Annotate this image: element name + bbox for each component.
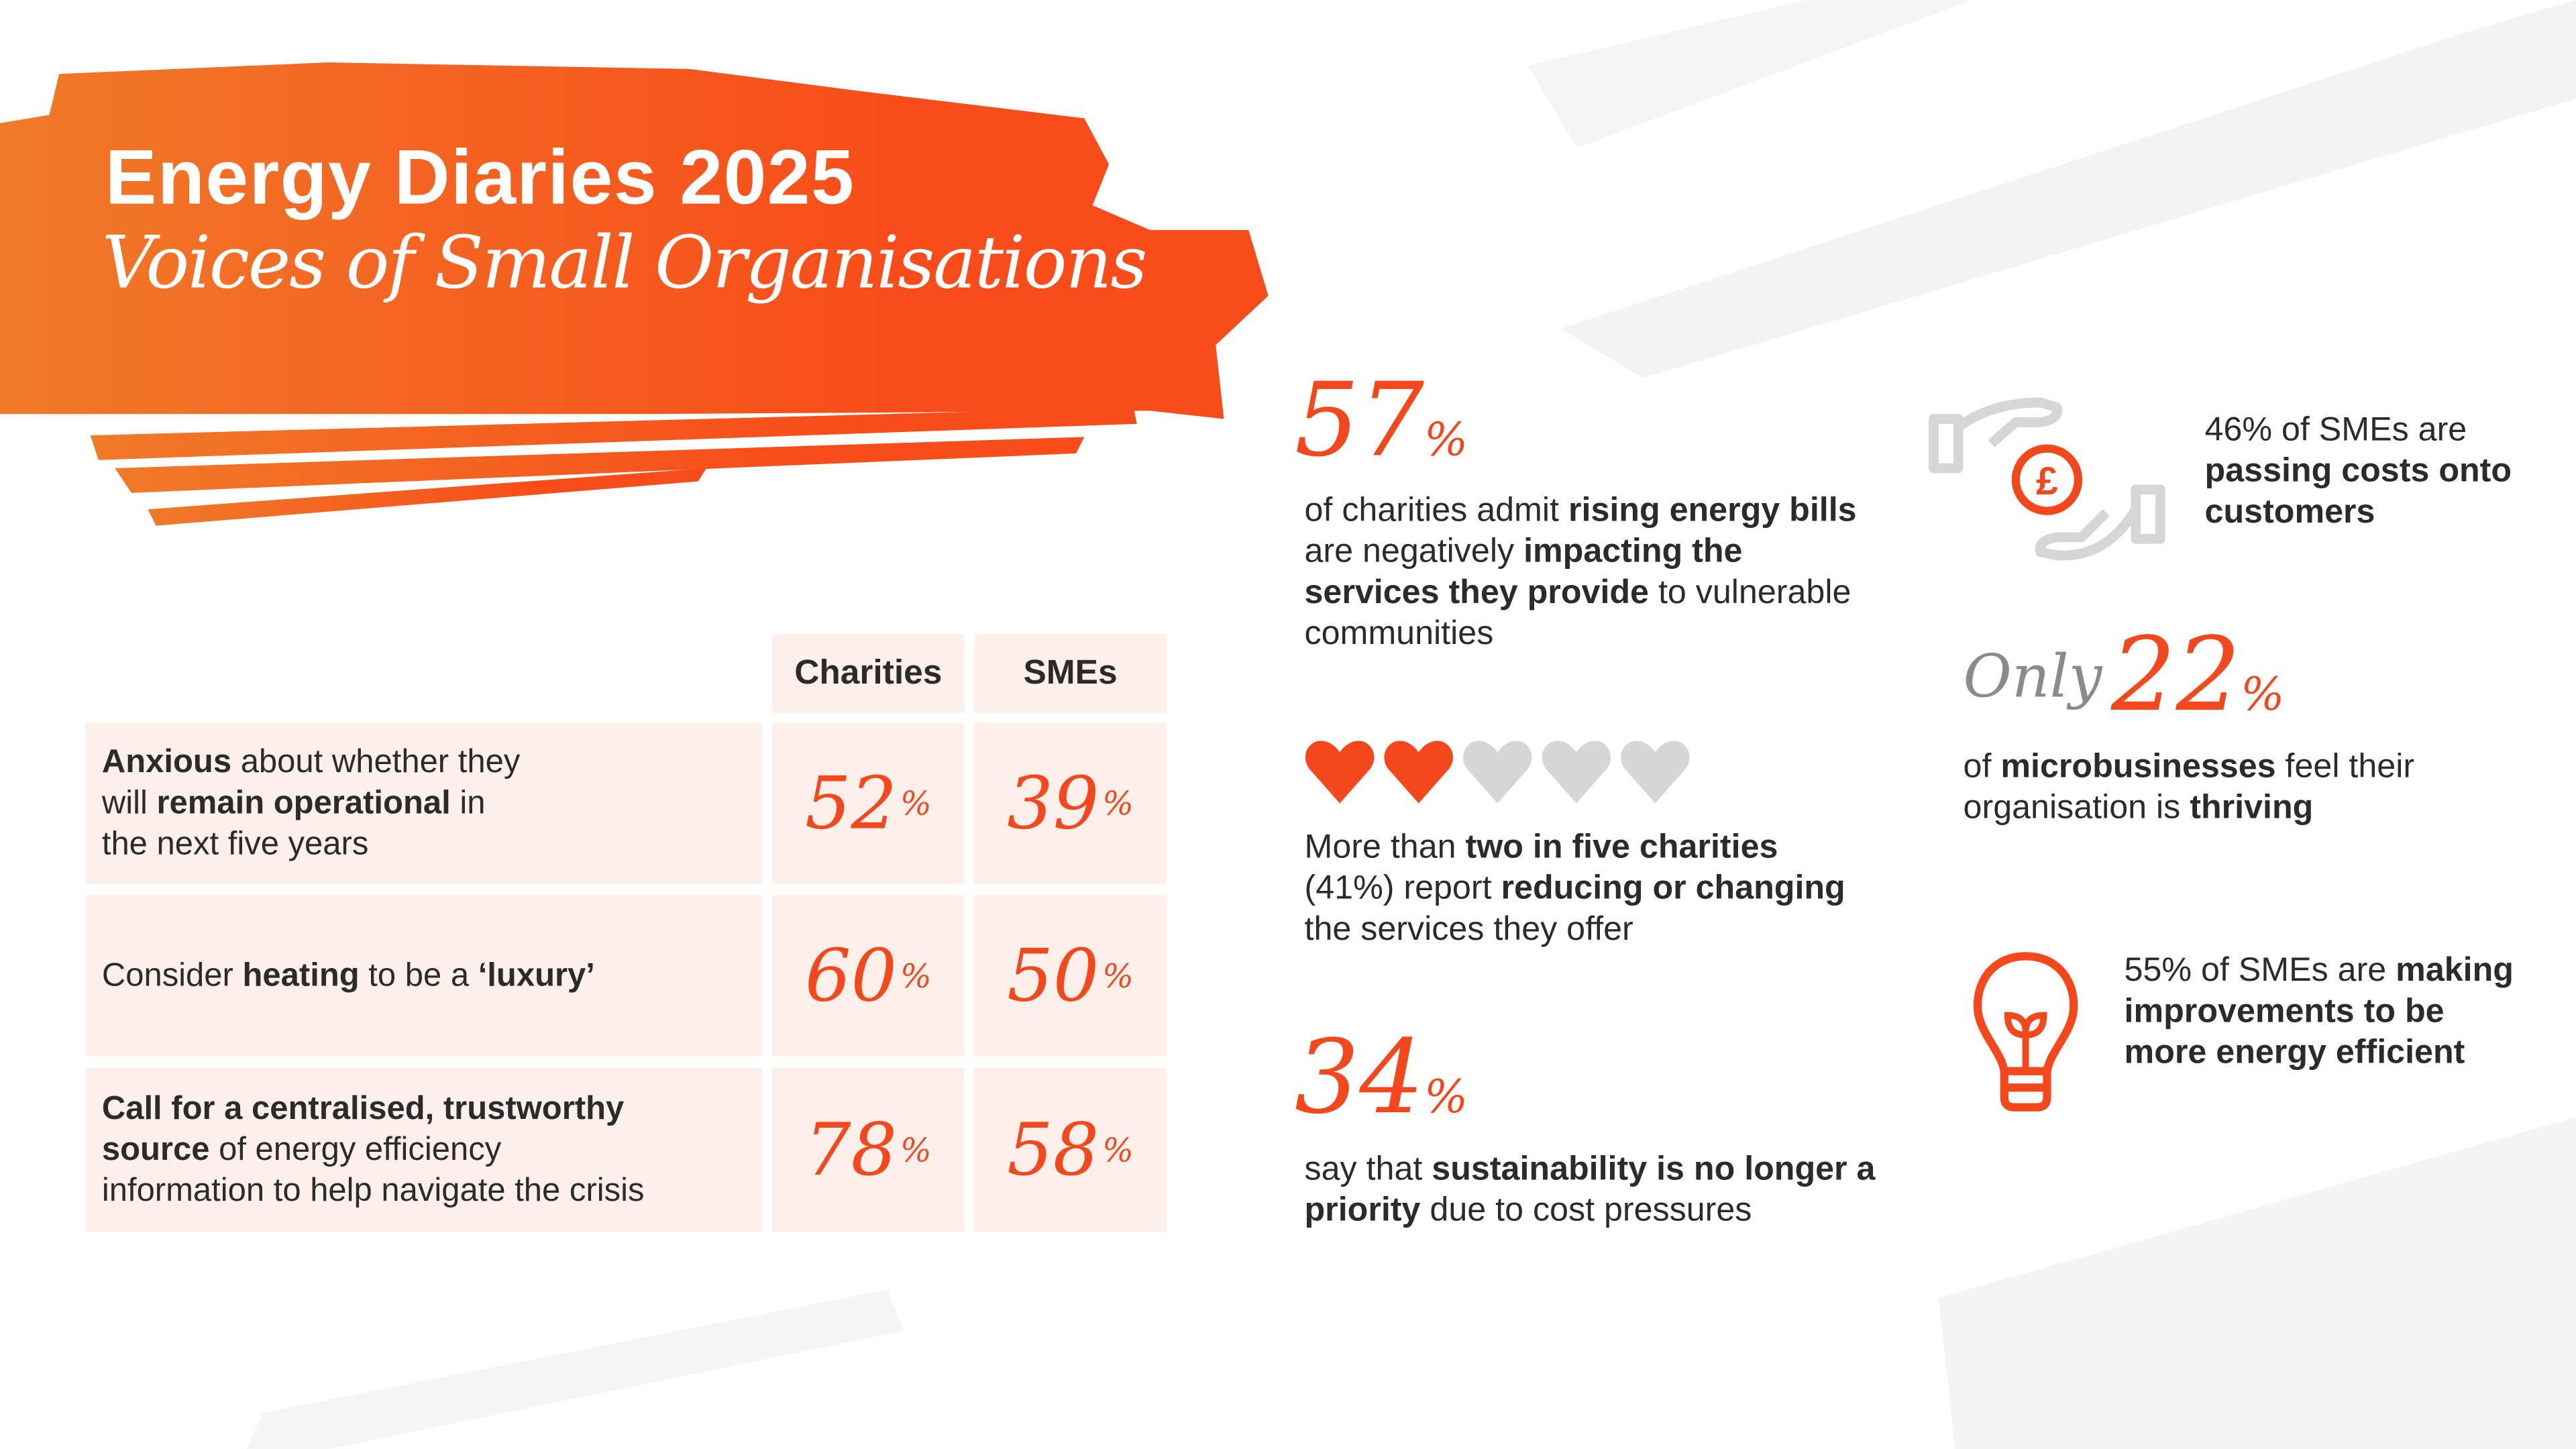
heart-empty-icon xyxy=(1542,741,1611,804)
stat-55-text: 55% of SMEs are making improvements to b… xyxy=(2124,951,2514,1071)
stat-46-text: 46% of SMEs are passing costs onto custo… xyxy=(2204,411,2512,531)
lightbulb-plant-icon xyxy=(1973,952,2078,1112)
value-smes-heating: 50% xyxy=(974,895,1167,1057)
stat-57-value: 57% xyxy=(1294,360,1468,480)
table-row-label-heating: Consider heating to be a ‘luxury’ xyxy=(85,895,763,1057)
title-brush-banner xyxy=(0,62,1269,526)
stat-34-text: say that sustainability is no longer a p… xyxy=(1304,1150,1876,1229)
heart-filled-icon xyxy=(1384,741,1453,804)
value-charities-centralised: 78% xyxy=(772,1067,965,1232)
svg-text:£: £ xyxy=(2036,460,2058,503)
value-charities-anxious: 52% xyxy=(772,722,965,884)
stat-22-prefix: Only xyxy=(1963,644,2102,712)
table-row-label-anxious: Anxious about whether they will remain op… xyxy=(85,722,763,884)
stat-34-value: 34% xyxy=(1294,1016,1468,1137)
value-charities-heating: 60% xyxy=(772,895,965,1057)
stat-57-text: of charities admit rising energy bills a… xyxy=(1304,491,1857,653)
stat-22-value: 22% xyxy=(2110,614,2285,735)
column-header-smes: SMEs xyxy=(974,634,1167,713)
value-smes-centralised: 58% xyxy=(974,1067,1167,1232)
stat-hearts-text: More than two in five charities (41%) re… xyxy=(1304,828,1845,949)
table-row-label-centralised: Call for a centralised, trustworthy sourc… xyxy=(85,1067,763,1232)
hearts-rating xyxy=(1305,739,1691,805)
page-subtitle: Voices of Small Organisations xyxy=(101,221,1148,306)
value-smes-anxious: 39% xyxy=(974,722,1167,884)
heart-empty-icon xyxy=(1462,741,1532,804)
heart-empty-icon xyxy=(1621,741,1690,804)
hands-pound-icon: £ xyxy=(1929,397,2165,561)
column-header-charities: Charities xyxy=(772,634,965,713)
heart-filled-icon xyxy=(1305,741,1375,804)
stat-22-text: of microbusinesses feel their organisati… xyxy=(1963,747,2415,826)
page-title: Energy Diaries 2025 xyxy=(105,133,855,221)
